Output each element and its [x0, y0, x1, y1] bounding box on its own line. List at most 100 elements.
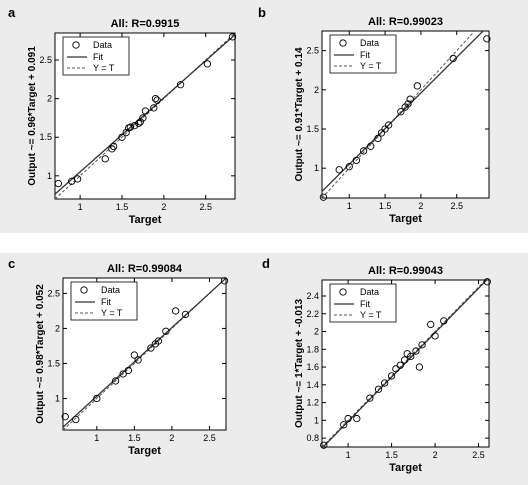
x-axis-label: Target: [128, 445, 161, 457]
x-tick-label: 1: [78, 202, 83, 212]
data-point: [353, 414, 361, 423]
data-point: [176, 81, 185, 89]
chart-title: All: R=0.99023: [368, 16, 443, 28]
legend-box: [70, 281, 138, 321]
data-point: [407, 352, 415, 361]
panel-label: b: [258, 5, 266, 20]
x-tick-label: 2.5: [472, 450, 485, 460]
data-point: [220, 277, 229, 285]
data-point: [111, 377, 120, 385]
y-axis-label: Output ~= 1*Target + -0.013: [294, 299, 305, 428]
data-point: [374, 134, 382, 143]
data-point: [203, 60, 212, 68]
panel-label: d: [262, 256, 270, 271]
data-point: [93, 394, 101, 403]
data-point: [153, 96, 161, 104]
x-axis-label: Target: [129, 214, 162, 226]
data-point: [345, 162, 353, 171]
x-tick-label: 1.5: [379, 201, 392, 211]
data-point: [134, 356, 142, 364]
x-tick-label: 2: [169, 433, 174, 443]
data-point: [340, 421, 348, 429]
fit-line: [63, 278, 226, 428]
data-point: [396, 361, 404, 369]
x-tick-label: 2.5: [450, 201, 463, 211]
x-tick-label: 1: [94, 433, 99, 443]
data-point: [136, 118, 145, 126]
legend-box: [329, 34, 397, 74]
data-point: [440, 317, 448, 325]
data-point: [359, 147, 368, 155]
x-tick-label: 1: [347, 201, 352, 211]
x-tick-label: 1.5: [116, 202, 129, 212]
y-tick-label: 2.4: [306, 291, 319, 301]
chart-title: All: R=0.99084: [107, 263, 183, 275]
legend-box: [329, 283, 397, 323]
x-tick-label: 2: [418, 201, 423, 211]
data-point: [147, 344, 155, 352]
y-tick-label: 1.8: [306, 344, 319, 354]
y-tick-label: 1: [314, 163, 319, 173]
chart-title: All: R=0.9915: [111, 18, 180, 30]
data-point: [101, 155, 109, 163]
legend-data-marker: [80, 286, 88, 294]
data-point: [181, 310, 190, 319]
x-axis-label: Target: [389, 462, 422, 474]
y-tick-label: 1.5: [47, 358, 60, 368]
data-point: [415, 363, 424, 371]
data-point: [413, 82, 421, 90]
legend-data-marker: [72, 41, 80, 49]
data-point: [366, 394, 374, 402]
identity-line: [322, 31, 476, 198]
legend-entry-fit: Fit: [360, 299, 370, 309]
data-point: [124, 366, 133, 375]
y-tick-label: 1: [55, 393, 60, 403]
y-axis-label: Output ~= 0.98*Target + 0.052: [35, 284, 46, 424]
data-point: [118, 133, 126, 141]
y-tick-label: 1: [47, 171, 52, 181]
panel-label: c: [8, 256, 15, 271]
data-point: [54, 179, 62, 188]
data-point: [135, 119, 143, 127]
data-point: [119, 370, 127, 378]
legend-box: [62, 36, 130, 76]
y-tick-label: 1.5: [39, 132, 52, 142]
y-tick-label: 2.5: [47, 288, 60, 298]
data-point: [61, 413, 69, 421]
legend-entry-fit: Fit: [93, 52, 103, 62]
data-point: [320, 441, 328, 449]
legend-data-marker: [339, 39, 347, 47]
chart-title: All: R=0.99043: [368, 265, 443, 277]
y-tick-label: 1.5: [306, 124, 319, 134]
y-tick-label: 2.5: [306, 46, 319, 56]
panel-c: c 1 1.5 2 2.5 1 1.5 2 2.5 All: R=0.99084 Target Out…: [8, 256, 229, 457]
x-tick-label: 1.5: [385, 450, 398, 460]
data-point: [483, 278, 491, 286]
data-point: [150, 104, 158, 112]
data-point: [344, 414, 352, 423]
panel-a: a 1 1.5 2 2.5 1 1.5 2 2.5 All: R=0.9915 Target Outp…: [8, 5, 237, 226]
y-tick-label: 2.5: [39, 55, 52, 65]
x-axis-label: Target: [389, 213, 422, 225]
data-point: [418, 341, 426, 349]
x-tick-label: 2: [161, 202, 166, 212]
data-point: [380, 379, 389, 387]
y-tick-label: 2: [314, 327, 319, 337]
data-point: [387, 372, 396, 380]
legend-entry-fit: Fit: [360, 50, 370, 60]
legend-entry-identity: Y = T: [93, 63, 115, 73]
data-point: [400, 356, 409, 364]
data-point: [335, 166, 343, 174]
data-point: [130, 122, 139, 130]
y-tick-label: 2: [314, 85, 319, 95]
data-point: [151, 94, 160, 103]
legend-entry-data: Data: [360, 38, 379, 48]
data-point: [139, 114, 147, 122]
y-tick-label: 2: [47, 94, 52, 104]
data-point: [406, 95, 414, 103]
y-tick-label: 1: [314, 415, 319, 425]
